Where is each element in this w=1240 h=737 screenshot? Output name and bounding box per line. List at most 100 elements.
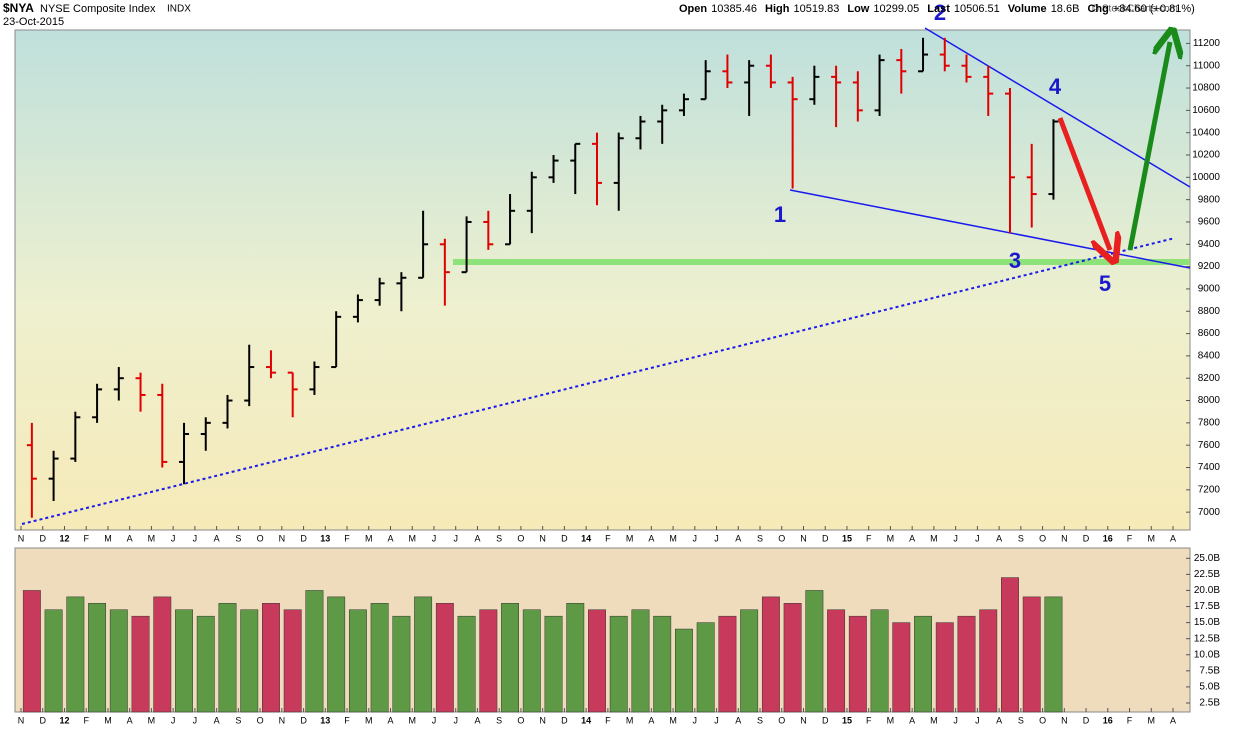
x-tick-label: 15 [842, 533, 852, 543]
x-tick-label: A [996, 533, 1002, 543]
x-tick-label: M [365, 533, 373, 543]
volume-bar [522, 609, 541, 713]
x-tick-label: F [866, 533, 872, 543]
x-tick-label: N [1061, 533, 1068, 543]
x-tick-label: D [1083, 715, 1090, 725]
x-tick-label: O [517, 533, 524, 543]
x-tick-label: O [1039, 715, 1046, 725]
y-tick-label: 9000 [1198, 284, 1221, 295]
volume-bar [892, 622, 911, 713]
volume-bar [674, 628, 693, 713]
volume-bar [175, 609, 193, 713]
x-tick-label: M [104, 533, 112, 543]
x-tick-label: M [669, 533, 677, 543]
x-tick-label: J [693, 533, 698, 543]
x-tick-label: M [408, 533, 416, 543]
x-tick-label: O [517, 715, 524, 725]
x-tick-label: A [214, 533, 220, 543]
volume-bar [718, 615, 737, 713]
wave-label: 5 [1099, 271, 1111, 296]
x-tick-label: M [626, 533, 634, 543]
x-tick-label: M [930, 715, 938, 725]
x-tick-label: D [39, 715, 46, 725]
y-tick-label: 8600 [1198, 328, 1221, 339]
y-tick-label: 25.0B [1194, 553, 1220, 564]
x-tick-label: M [626, 715, 634, 725]
x-tick-label: 12 [59, 715, 69, 725]
y-tick-label: 9800 [1198, 194, 1221, 205]
volume-bar [566, 603, 585, 713]
x-tick-label: F [866, 715, 872, 725]
x-tick-label: J [432, 715, 437, 725]
up-arrow [1127, 42, 1170, 251]
wave-label: 4 [1049, 74, 1062, 99]
x-tick-label: S [1018, 533, 1024, 543]
volume-bar [501, 603, 520, 713]
volume-bar [979, 609, 998, 713]
x-tick-label: 16 [1103, 715, 1113, 725]
x-tick-label: F [605, 533, 611, 543]
quote-value: 10385.46 [711, 3, 757, 15]
exchange: INDX [167, 4, 191, 15]
x-tick-label: O [257, 533, 264, 543]
x-tick-label: F [83, 533, 89, 543]
x-tick-label: F [344, 715, 350, 725]
volume-bar [740, 609, 759, 713]
x-tick-label: A [474, 715, 480, 725]
x-tick-label: M [365, 715, 373, 725]
volume-bar [914, 615, 932, 713]
x-tick-label: A [735, 715, 741, 725]
quote-value: 18.6B [1051, 3, 1080, 15]
y-tick-label: 7800 [1198, 417, 1221, 428]
x-tick-label: A [214, 715, 220, 725]
x-tick-label: S [1018, 715, 1024, 725]
x-tick-label: M [887, 533, 895, 543]
y-tick-label: 8000 [1198, 395, 1221, 406]
y-tick-label: 2.5B [1199, 698, 1220, 709]
x-tick-label: A [1170, 715, 1176, 725]
x-tick-label: J [714, 533, 719, 543]
wave-label: 2 [934, 0, 946, 25]
x-tick-label: A [127, 533, 133, 543]
volume-bar [609, 615, 628, 713]
volume-bar [761, 596, 780, 713]
volume-bar [588, 609, 606, 713]
volume-bar [435, 603, 454, 713]
x-tick-label: N [1061, 715, 1068, 725]
volume-bar [370, 603, 389, 713]
quote: Open 10385.46 High 10519.83 Low 10299.05 Last 1… [679, 3, 1195, 15]
y-tick-label: 10400 [1192, 127, 1220, 138]
volume-bar [827, 609, 846, 713]
x-tick-label: N [279, 533, 286, 543]
volume-bar [88, 603, 107, 713]
price-panel [14, 29, 1191, 531]
x-tick-label: A [996, 715, 1002, 725]
x-tick-label: J [193, 715, 198, 725]
x-tick-label: 13 [320, 533, 330, 543]
x-tick-label: S [235, 533, 241, 543]
quote-label: Volume [1008, 3, 1047, 15]
x-tick-label: 14 [581, 715, 591, 725]
x-tick-label: J [714, 715, 719, 725]
x-tick-label: 12 [59, 533, 69, 543]
x-tick-label: F [605, 715, 611, 725]
credit: © StockCharts.com [1092, 4, 1178, 15]
volume-bar [1044, 596, 1063, 713]
y-tick-label: 7400 [1198, 462, 1221, 473]
x-tick-label: N [18, 533, 25, 543]
x-tick-label: J [693, 715, 698, 725]
x-tick-label: 13 [320, 715, 330, 725]
y-tick-label: 7.5B [1199, 665, 1220, 676]
x-tick-label: 16 [1103, 533, 1113, 543]
x-tick-label: A [388, 715, 394, 725]
quote-value: 10299.05 [873, 3, 919, 15]
x-tick-label: N [800, 533, 807, 543]
volume-bar [544, 615, 563, 713]
quote-label: Open [679, 3, 707, 15]
symbol: $NYA [3, 1, 34, 15]
x-tick-label: D [1083, 533, 1090, 543]
volume-bar [783, 603, 802, 713]
header: $NYA NYSE Composite Index INDX 23-Oct-20… [3, 1, 1178, 28]
support-band [453, 259, 1190, 265]
